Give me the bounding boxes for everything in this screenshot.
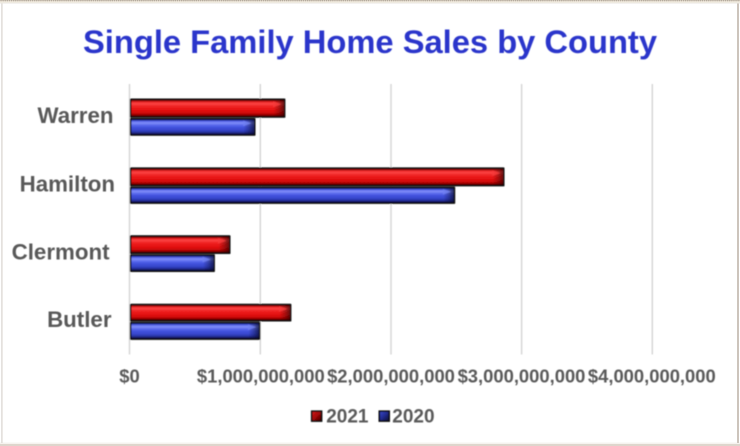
svg-text:Single Family Home Sales by Co: Single Family Home Sales by County	[83, 23, 657, 60]
svg-text:2020: 2020	[392, 406, 434, 427]
svg-text:Hamilton: Hamilton	[20, 172, 115, 197]
svg-text:$0: $0	[119, 366, 139, 387]
svg-text:Warren: Warren	[38, 103, 114, 128]
svg-text:Butler: Butler	[47, 307, 112, 332]
svg-text:$4,000,000,000: $4,000,000,000	[588, 366, 716, 387]
svg-text:Clermont: Clermont	[12, 239, 110, 264]
svg-text:$3,000,000,000: $3,000,000,000	[458, 366, 586, 387]
svg-text:$2,000,000,000: $2,000,000,000	[327, 366, 455, 387]
svg-text:2021: 2021	[326, 406, 369, 427]
svg-text:$1,000,000,000: $1,000,000,000	[197, 366, 325, 387]
